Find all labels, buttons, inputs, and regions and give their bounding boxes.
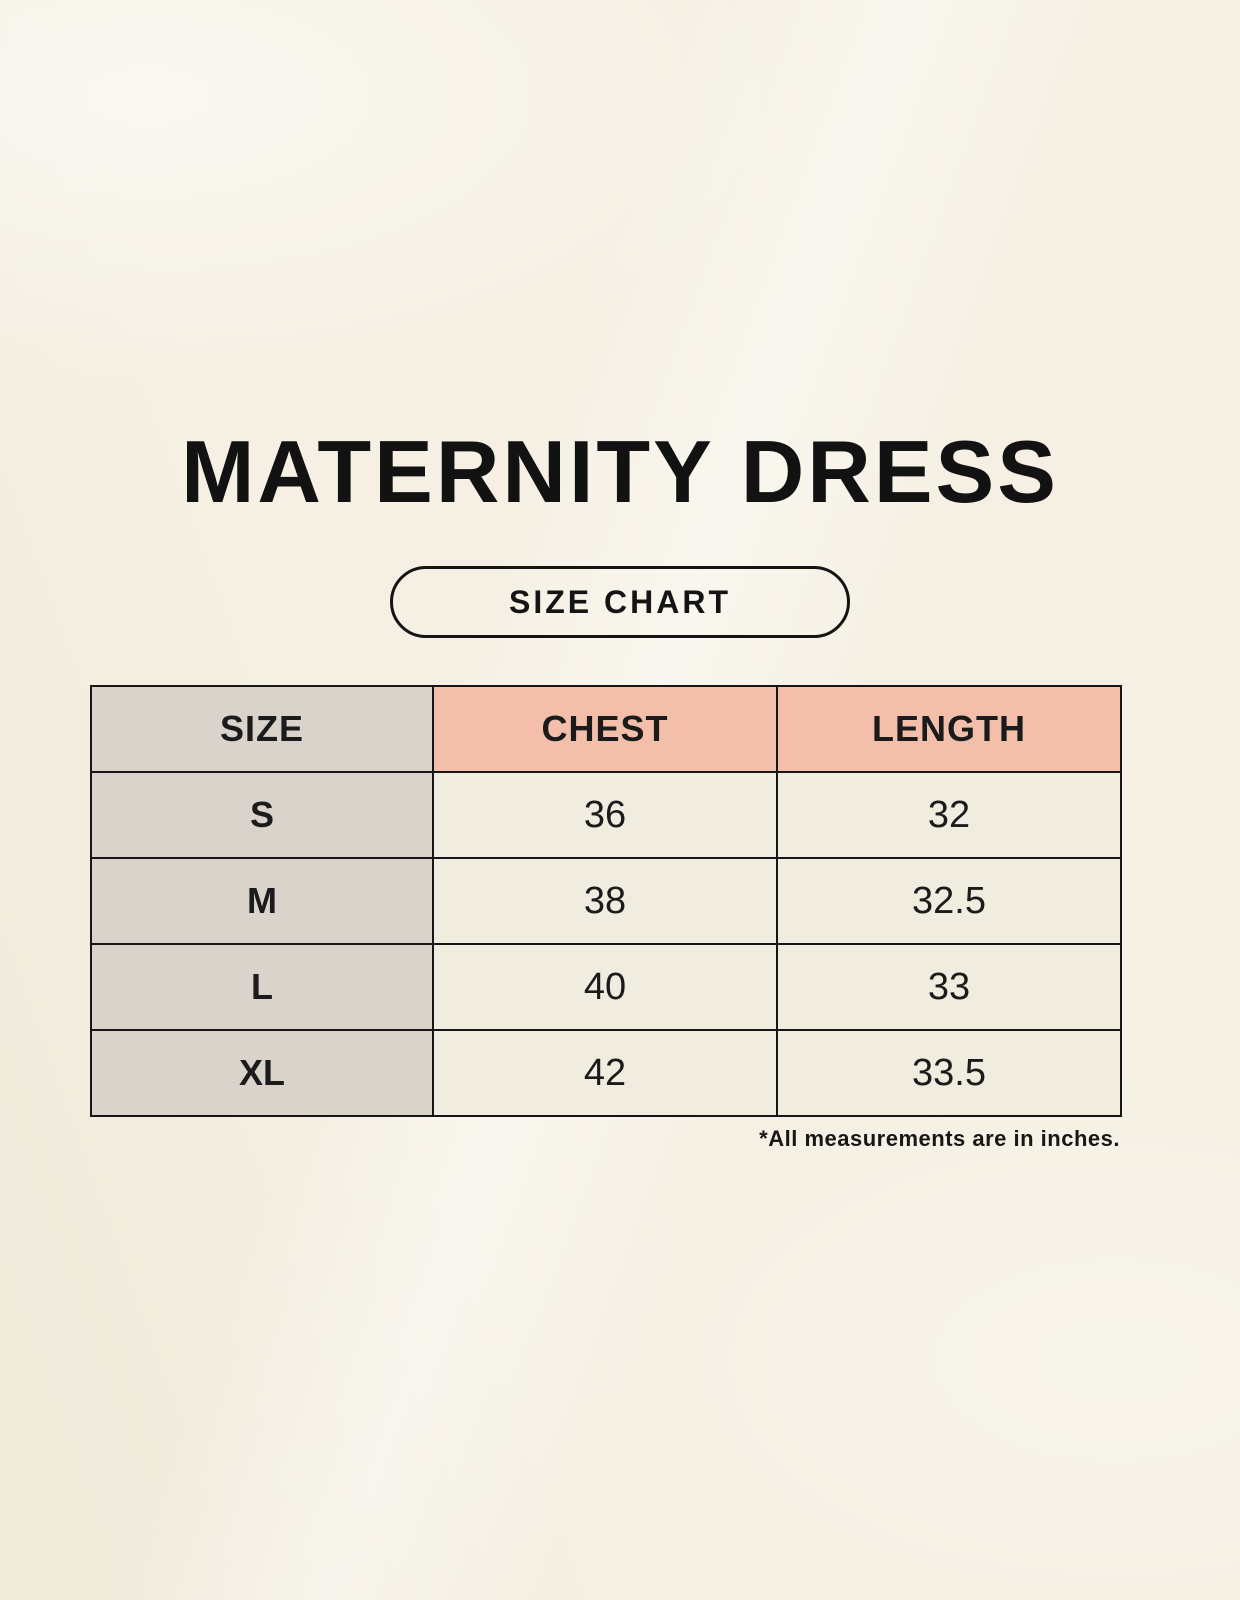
table-row: L 40 33 (90, 943, 1122, 1031)
table-row: XL 42 33.5 (90, 1029, 1122, 1117)
cell-size: L (90, 943, 434, 1031)
cell-size: M (90, 857, 434, 945)
cell-length: 33.5 (776, 1029, 1122, 1117)
cell-length: 32.5 (776, 857, 1122, 945)
cell-length: 32 (776, 771, 1122, 859)
column-header-length: LENGTH (776, 685, 1122, 773)
table-header-row: SIZE CHEST LENGTH (90, 685, 1122, 773)
measurements-note: *All measurements are in inches. (759, 1126, 1120, 1151)
page-title: MATERNITY DRESS (181, 422, 1059, 521)
cell-length: 33 (776, 943, 1122, 1031)
column-header-size: SIZE (90, 685, 434, 773)
cell-size: XL (90, 1029, 434, 1117)
size-chart-pill-label: SIZE CHART (509, 583, 731, 620)
table-row: M 38 32.5 (90, 857, 1122, 945)
table-row: S 36 32 (90, 771, 1122, 859)
column-header-chest: CHEST (432, 685, 778, 773)
size-chart-table: SIZE CHEST LENGTH S 36 32 M 38 32.5 L 40… (90, 685, 1122, 1117)
size-chart-pill: SIZE CHART (390, 566, 850, 638)
cell-chest: 42 (432, 1029, 778, 1117)
cell-chest: 38 (432, 857, 778, 945)
cell-size: S (90, 771, 434, 859)
cell-chest: 40 (432, 943, 778, 1031)
cell-chest: 36 (432, 771, 778, 859)
